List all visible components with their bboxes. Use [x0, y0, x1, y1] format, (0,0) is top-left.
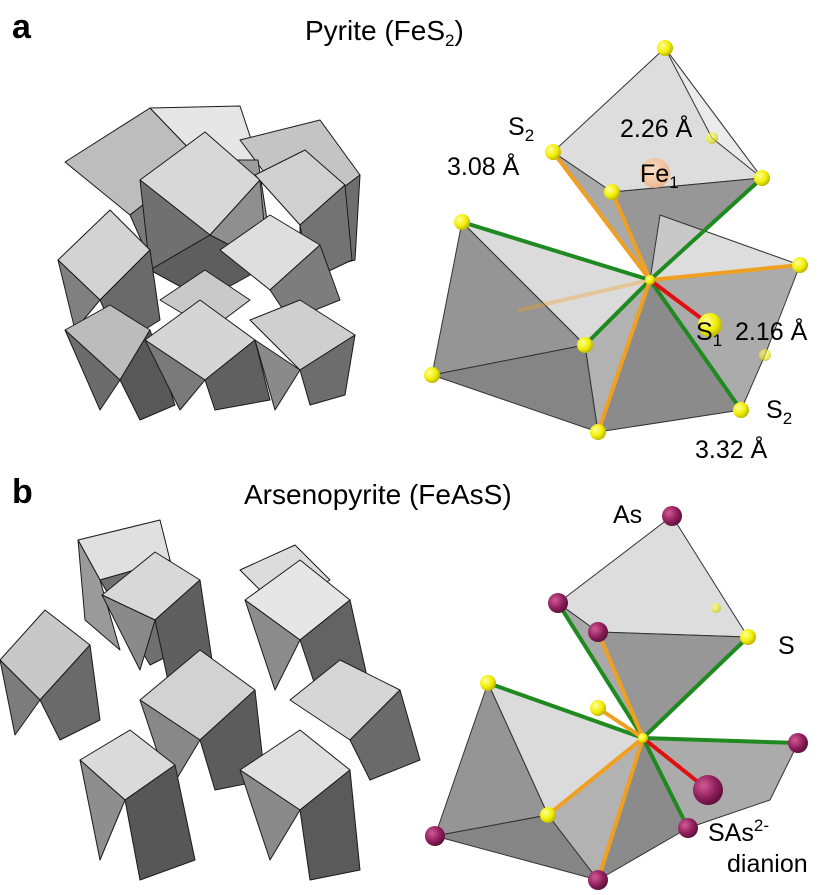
- label-dist-3-32: 3.32 Å: [695, 434, 768, 464]
- label-dist-2-16: 2.16 Å: [735, 316, 808, 346]
- s-atom: [657, 40, 673, 56]
- label-as: As: [613, 501, 642, 529]
- label-s2-top: S2: [508, 113, 534, 145]
- label-fe1: Fe1: [640, 160, 679, 192]
- s-atom: [754, 170, 770, 186]
- fe1-atom: [640, 158, 670, 188]
- label-sas-dianion: SAs2-: [708, 816, 769, 847]
- panel-b-title: Arsenopyrite (FeAsS): [244, 479, 512, 510]
- s-atom: [740, 629, 756, 645]
- s-atom: [711, 603, 721, 613]
- arsenopyrite-labels: As S SAs2- dianion: [613, 501, 808, 878]
- as-atom: [662, 506, 682, 526]
- label-s: S: [778, 632, 795, 660]
- center-atom: [638, 733, 648, 743]
- label-s1: S1: [696, 318, 722, 350]
- s-atom: [706, 132, 718, 144]
- as-atom: [588, 622, 608, 642]
- s-atom: [480, 675, 496, 691]
- s-atom: [604, 184, 620, 200]
- pyrite-labels: S2 3.08 Å 2.26 Å Fe1 S1 2.16 Å S2 3.32 Å: [447, 113, 808, 464]
- s-atom: [590, 700, 606, 716]
- label-dianion: dianion: [727, 850, 808, 878]
- arsenopyrite-octahedra-packing: [0, 519, 421, 881]
- panel-a-title: Pyrite (FeS2): [305, 15, 464, 50]
- arsenopyrite-atoms: [425, 506, 808, 890]
- s1-atom: [698, 313, 722, 337]
- pyrite-bonds: [460, 150, 802, 434]
- label-dist-3-08: 3.08 Å: [447, 151, 520, 181]
- as-atom: [588, 870, 608, 890]
- s-atom: [454, 214, 470, 230]
- s-atom: [733, 402, 749, 418]
- panel-b-letter: b: [12, 473, 33, 511]
- as-atom: [425, 826, 445, 846]
- s-atom: [424, 367, 440, 383]
- as-atom: [548, 593, 568, 613]
- s-atom: [759, 349, 771, 361]
- label-s2-bottom: S2: [766, 396, 792, 428]
- s-atom: [545, 144, 561, 160]
- s-atom: [590, 424, 606, 440]
- as-atom: [788, 733, 808, 753]
- s-atom: [792, 257, 808, 273]
- s-atom: [577, 337, 593, 353]
- as-atom-dianion: [693, 775, 723, 805]
- s-atom: [540, 807, 556, 823]
- pyrite-atoms: [424, 40, 808, 440]
- center-atom: [645, 275, 655, 285]
- panel-a-letter: a: [12, 8, 32, 46]
- label-dist-2-26: 2.26 Å: [620, 113, 693, 143]
- as-atom: [678, 818, 698, 838]
- pyrite-octahedra-packing: [57, 105, 361, 421]
